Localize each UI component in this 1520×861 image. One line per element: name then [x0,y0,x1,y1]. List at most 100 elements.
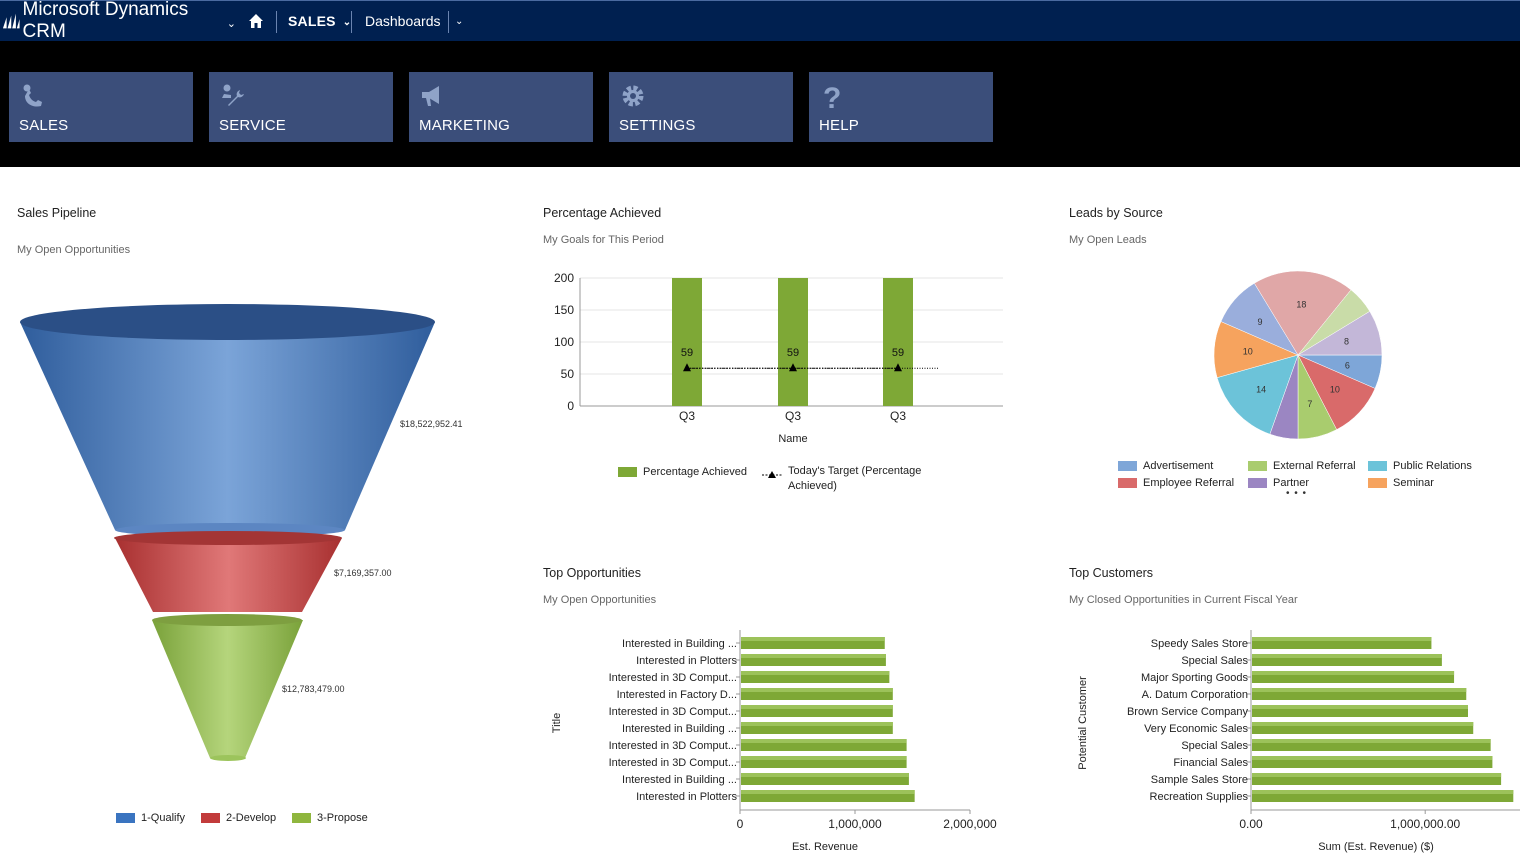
y-tick-label: 150 [554,303,574,317]
leads-by-source-pie-chart: 6 10 7 14 10 9 18 8 [1213,270,1383,440]
funnel-label-propose: $12,783,479.00 [282,684,345,694]
y-tick-label: Interested in 3D Comput... [609,740,737,752]
y-tick-label: Brown Service Company [1127,706,1249,718]
sales-pipeline-subtitle[interactable]: My Open Opportunities [17,244,131,256]
legend-swatch [1368,461,1387,471]
pie-slice-label: 18 [1296,300,1306,310]
target-marker [789,363,797,372]
funnel-segment-qualify[interactable] [20,304,435,537]
y-tick-label: Special Sales [1181,740,1248,752]
data-label: 59 [892,347,904,359]
legend-swatch [1368,478,1387,488]
legend-label: Public Relations [1393,460,1472,472]
gear-icon [622,85,644,107]
legend-label: Percentage Achieved [643,466,747,478]
tile-sales[interactable]: SALES [9,72,193,142]
megaphone-icon [422,86,439,106]
legend-external-referral[interactable]: External Referral [1248,460,1356,472]
bar-highlight [1252,688,1467,692]
y-tick-label: Very Economic Sales [1144,723,1248,735]
leads-subtitle[interactable]: My Open Leads [1069,234,1147,246]
x-axis-title: Name [778,433,807,445]
bar-highlight [1252,773,1502,777]
bar-highlight [741,722,893,726]
legend-more-button[interactable]: • • • [1286,488,1308,499]
bar-highlight [1252,739,1491,743]
y-tick-label: Interested in Building ... [622,774,737,786]
home-icon [249,14,263,28]
bar-percentage-achieved[interactable] [672,278,702,406]
pie-slice[interactable] [1254,270,1352,356]
legend-todays-target[interactable]: Today's Target (Percentage Achieved) [762,464,938,494]
percentage-subtitle[interactable]: My Goals for This Period [543,234,664,246]
data-label: 59 [681,347,693,359]
top-opportunities-subtitle[interactable]: My Open Opportunities [543,594,657,606]
legend-partner[interactable]: Partner [1248,477,1309,489]
chevron-down-icon: ⌄ [226,17,236,30]
svg-text:?: ? [823,82,841,110]
pie-slice[interactable] [1216,354,1299,435]
bar-highlight [741,671,890,675]
tile-help[interactable]: ? HELP [809,72,993,142]
legend-label: External Referral [1273,460,1356,472]
funnel-label-develop: $7,169,357.00 [334,568,392,578]
y-tick-label: Speedy Sales Store [1151,638,1248,650]
pie-slice-label: 6 [1345,360,1350,370]
funnel-segment-develop[interactable] [114,531,342,612]
tile-marketing[interactable]: MARKETING [409,72,593,142]
bar-percentage-achieved[interactable] [883,278,913,406]
target-marker [683,363,691,372]
legend-label: 2-Develop [226,812,277,824]
data-label: 59 [787,347,799,359]
tile-label: SALES [19,117,69,134]
legend-swatch [1248,478,1267,488]
legend-public-relations[interactable]: Public Relations [1368,460,1472,472]
bar-highlight [1252,671,1455,675]
y-tick-label: Interested in 3D Comput... [609,706,737,718]
legend-swatch [116,813,135,823]
pie-slice-label: 10 [1243,347,1253,357]
tile-label: SERVICE [219,117,286,134]
tile-settings[interactable]: SETTINGS [609,72,793,142]
y-tick-label: A. Datum Corporation [1142,689,1248,701]
legend-advertisement[interactable]: Advertisement [1118,460,1213,472]
sales-pipeline-funnel-chart: $18,522,952.41 $7,169,357.00 $12,783,479… [20,304,463,761]
leads-title: Leads by Source [1069,206,1163,220]
legend-swatch [201,813,220,823]
tile-label: SETTINGS [619,117,696,134]
tile-service[interactable]: SERVICE [209,72,393,142]
legend-employee-referral[interactable]: Employee Referral [1118,477,1234,489]
funnel-segment-propose[interactable] [152,614,303,761]
legend-percentage-achieved[interactable]: Percentage Achieved [618,466,747,478]
pie-slice[interactable] [1297,311,1383,356]
pie-slice-label: 7 [1307,399,1312,409]
x-tick-label: 0.00 [1239,817,1263,831]
bar-highlight [741,654,886,658]
dashboards-link[interactable]: Dashboards [365,1,441,41]
legend-label: Partner [1273,477,1310,489]
legend-develop[interactable]: 2-Develop [201,812,276,824]
brand-menu[interactable]: Microsoft Dynamics CRM ⌄ [0,0,236,42]
top-opportunities-title: Top Opportunities [543,566,641,580]
wrench-person-icon [222,84,244,106]
y-tick-label: 100 [554,335,574,349]
top-customers-subtitle[interactable]: My Closed Opportunities in Current Fisca… [1069,594,1298,606]
legend-seminar[interactable]: Seminar [1368,477,1434,489]
bar-highlight [741,705,893,709]
area-menu[interactable]: SALES ⌄ [288,1,351,41]
pie-slice-label: 10 [1330,384,1340,394]
pie-slice-label: 9 [1258,317,1263,327]
pie-slice-label: 14 [1256,384,1266,394]
bar-highlight [1252,654,1442,658]
legend-propose[interactable]: 3-Propose [292,812,368,824]
bar-percentage-achieved[interactable] [778,278,808,406]
y-tick-label: 0 [567,399,574,413]
y-tick-label: Major Sporting Goods [1141,672,1248,684]
legend-label: Seminar [1393,477,1434,489]
dashboards-menu-button[interactable]: ⌄ [450,1,463,41]
legend-swatch [1118,478,1137,488]
bar-highlight [1252,756,1493,760]
legend-label: Today's Target (Percentage Achieved) [788,465,922,492]
legend-qualify[interactable]: 1-Qualify [116,812,185,824]
home-button[interactable] [236,1,276,41]
